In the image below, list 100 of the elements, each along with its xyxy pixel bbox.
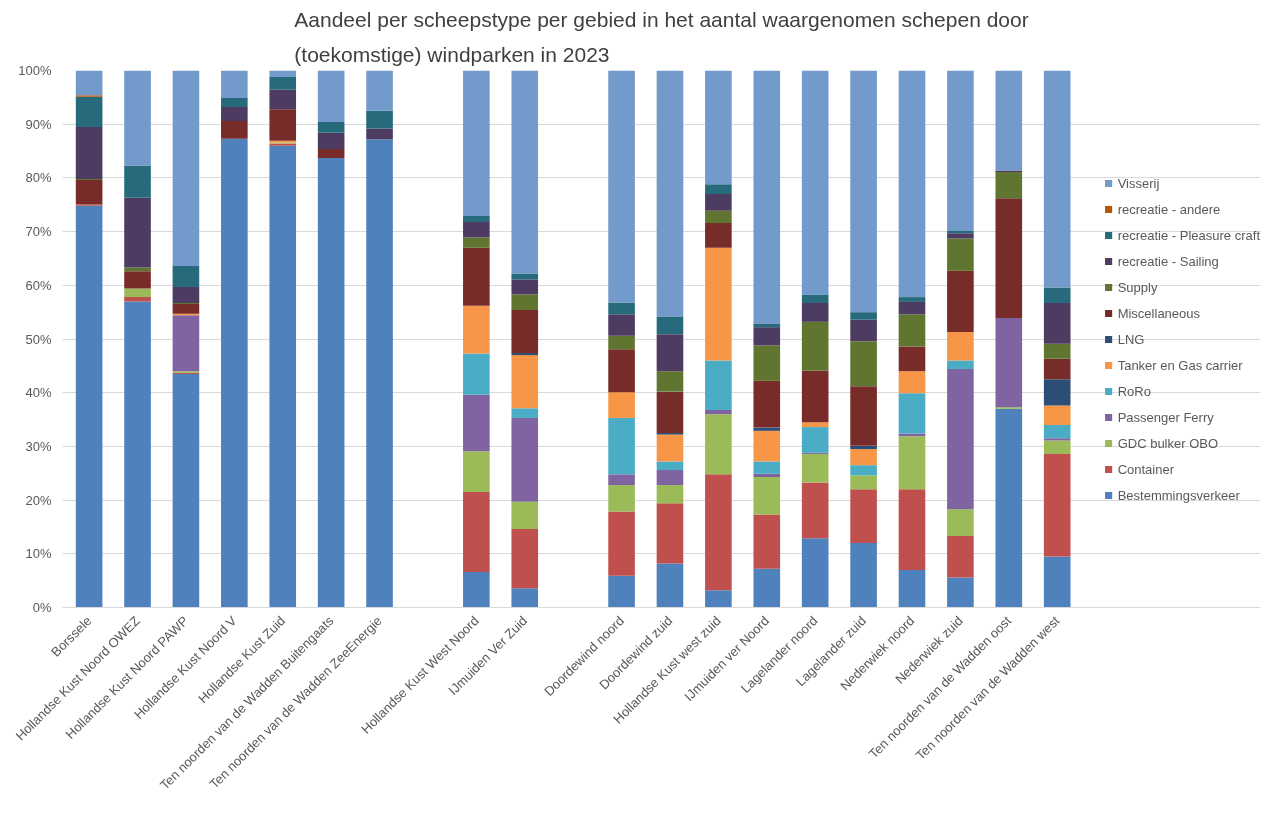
bar: [366, 110, 393, 129]
bar: [850, 543, 877, 608]
bar: [511, 588, 539, 608]
bar: [317, 132, 345, 149]
bar: [898, 314, 926, 347]
y-tick-label: 40%: [25, 385, 52, 401]
bar: [850, 341, 877, 387]
bar: [705, 360, 732, 410]
bar: [947, 360, 974, 370]
y-tick-label: 30%: [25, 438, 52, 454]
bar: [753, 70, 781, 324]
bar: [366, 70, 393, 111]
bar: [801, 370, 829, 423]
bar: [75, 205, 103, 608]
bar: [269, 89, 297, 110]
y-tick-label: 60%: [25, 277, 52, 293]
bar: [705, 210, 732, 224]
bar: [1043, 287, 1071, 304]
bar: [221, 120, 248, 139]
bar: [511, 408, 539, 418]
bar: [705, 70, 732, 185]
bar: [705, 474, 732, 591]
bar: [1043, 424, 1071, 439]
bar: [898, 393, 926, 434]
bar: [801, 294, 829, 304]
bar: [898, 569, 926, 608]
bar: [75, 180, 103, 205]
y-tick-label: 10%: [25, 546, 52, 562]
bar: [124, 197, 151, 268]
bar: [1043, 405, 1071, 425]
bar: [463, 216, 490, 222]
bar: [947, 270, 974, 333]
y-tick-label: 0%: [32, 600, 52, 615]
bar: [1043, 358, 1071, 380]
bar: [608, 485, 635, 512]
bar: [608, 392, 635, 418]
bar: [656, 563, 684, 608]
bar: [1043, 556, 1071, 608]
legend-label: GDC bulker OBO: [1117, 435, 1219, 450]
bar: [124, 297, 151, 302]
bar: [317, 148, 345, 159]
y-tick-label: 20%: [25, 492, 52, 508]
bar: [705, 184, 732, 195]
bar: [172, 265, 200, 287]
bar: [947, 238, 974, 271]
bar: [269, 109, 297, 141]
bar: [850, 445, 877, 450]
bar: [317, 158, 345, 608]
bar: [608, 70, 635, 303]
legend-label: LNG: [1117, 331, 1145, 346]
legend-label: recreatie - Pleasure craft: [1117, 227, 1260, 242]
bar: [753, 568, 781, 608]
bar: [850, 319, 877, 342]
bar: [608, 302, 635, 315]
bar: [850, 386, 877, 446]
bar: [463, 353, 490, 395]
bar: [269, 145, 297, 608]
bar: [1043, 379, 1071, 406]
bar: [850, 475, 877, 490]
bar: [463, 492, 490, 573]
bar: [753, 514, 781, 569]
bar: [995, 318, 1023, 408]
bar: [608, 511, 635, 576]
bar: [801, 303, 829, 322]
bar: [366, 139, 393, 608]
bar: [753, 323, 781, 328]
bar: [801, 453, 829, 483]
bar: [124, 288, 151, 298]
bar: [366, 128, 393, 140]
bar: [1043, 453, 1071, 557]
bar: [850, 465, 877, 476]
bar: [898, 371, 926, 394]
bar: [124, 70, 151, 166]
chart-title: Aandeel per scheepstype per gebied in het aantal waargenomen schepen door (toekomstige) windparken in 2023: [294, 8, 1029, 66]
y-tick-label: 70%: [25, 224, 52, 240]
bar: [995, 408, 1023, 608]
bar: [511, 279, 539, 295]
bar: [124, 301, 151, 608]
bar: [656, 70, 684, 317]
bar: [656, 391, 684, 433]
bar: [995, 70, 1023, 171]
legend-label: recreatie - andere: [1117, 201, 1221, 216]
bar: [608, 417, 635, 475]
bar: [850, 449, 877, 466]
bar: [947, 509, 974, 537]
bar: [463, 221, 490, 238]
bar: [75, 70, 103, 96]
bar: [608, 335, 635, 350]
bar: [511, 355, 539, 409]
legend-label: Miscellaneous: [1117, 305, 1201, 320]
bar: [511, 352, 539, 356]
bar: [608, 314, 635, 336]
bar: [172, 373, 200, 608]
bar: [656, 470, 684, 486]
bar: [124, 271, 151, 289]
bar: [947, 332, 974, 361]
legend-label: Passenger Ferry: [1117, 409, 1214, 424]
y-tick-label: 90%: [25, 116, 52, 132]
bar: [1043, 343, 1071, 359]
bar: [753, 461, 781, 474]
